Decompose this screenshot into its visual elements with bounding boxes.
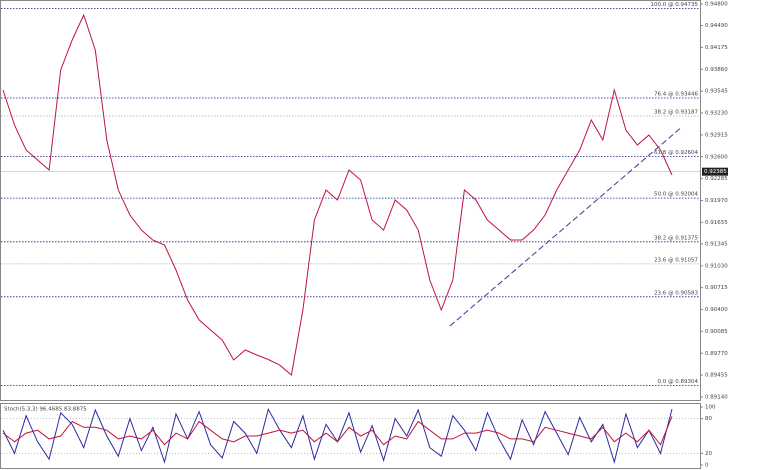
series-line bbox=[2, 416, 673, 446]
y-tick-label: 80 bbox=[705, 416, 712, 422]
series-line bbox=[2, 13, 673, 376]
fib-label: 23.6 @ 0.90583 bbox=[654, 290, 698, 296]
stoch-title: Stoch(5,3,3) 96.4685 83.8875 bbox=[4, 407, 87, 413]
current-price-label: 0.92385 bbox=[704, 169, 727, 175]
y-tick-label: 0.91970 bbox=[705, 198, 728, 204]
fib-label: 0.0 @ 0.89304 bbox=[658, 379, 699, 385]
fib-label: 76.4 @ 0.93446 bbox=[654, 92, 698, 98]
y-tick-label: 0.93230 bbox=[705, 111, 728, 117]
y-tick-label: 0.94175 bbox=[705, 45, 728, 51]
y-tick-label: 0.90400 bbox=[705, 307, 728, 313]
y-tick-label: 0.91655 bbox=[705, 220, 728, 226]
y-tick-label: 0.91030 bbox=[705, 263, 728, 269]
y-tick-label: 0.94490 bbox=[705, 23, 728, 29]
y-tick-label: 0.89770 bbox=[705, 351, 728, 357]
trendline bbox=[449, 127, 681, 327]
y-tick-label: 0.91345 bbox=[705, 241, 728, 247]
current-price-box bbox=[702, 167, 728, 176]
y-tick-label: 0.89455 bbox=[705, 373, 728, 379]
y-tick-label: 0.92600 bbox=[705, 154, 728, 160]
fib-label: 38.2 @ 0.91375 bbox=[654, 235, 698, 241]
y-tick-label: 0.92915 bbox=[705, 132, 728, 138]
y-tick-label: 0.90085 bbox=[705, 329, 728, 335]
y-tick-label: 0.93860 bbox=[705, 67, 728, 73]
fib-label: 50.0 @ 0.92004 bbox=[654, 192, 698, 198]
fib-label: 61.8 @ 0.92604 bbox=[654, 150, 698, 156]
y-tick-label: 0.92285 bbox=[705, 176, 728, 182]
y-tick-label: 0.94800 bbox=[705, 2, 728, 8]
fib-label: 100.0 @ 0.94735 bbox=[651, 2, 699, 8]
stoch-panel bbox=[0, 403, 701, 469]
y-tick-label: 0.90715 bbox=[705, 285, 728, 291]
y-tick-label: 0.93545 bbox=[705, 89, 728, 95]
fib-label: 23.6 @ 0.91057 bbox=[654, 257, 698, 263]
y-tick-label: 0 bbox=[705, 463, 709, 469]
y-tick-label: 20 bbox=[705, 451, 712, 457]
fib-label: 38.2 @ 0.93187 bbox=[654, 109, 698, 115]
y-tick-label: 0.89140 bbox=[705, 395, 728, 401]
price-panel bbox=[0, 0, 701, 401]
y-tick-label: 100 bbox=[705, 405, 716, 411]
